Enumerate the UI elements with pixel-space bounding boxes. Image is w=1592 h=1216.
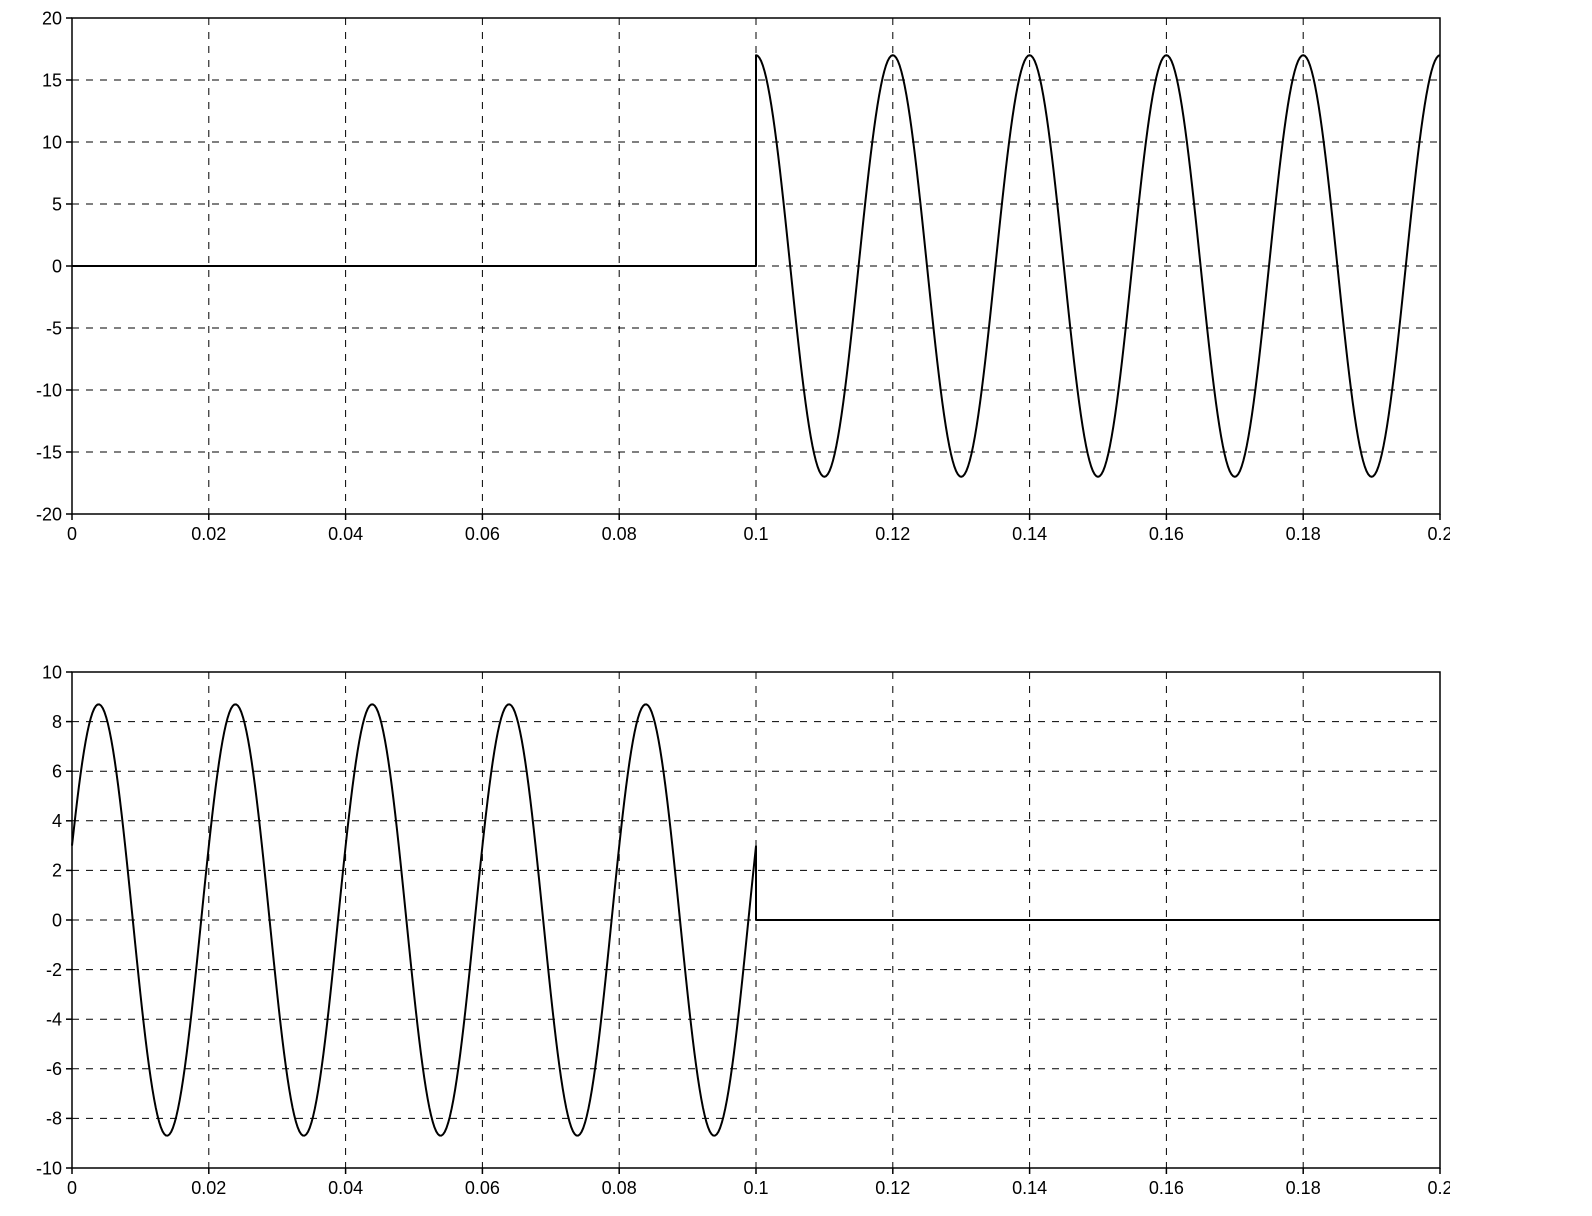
- chart-2-xtick-label: 0: [67, 1178, 77, 1198]
- chart-1-svg: 0 0.02 0.04 0.06 0.08 0.1 0.12 0.14 0.16 0.18 0.2 -…: [30, 6, 1450, 546]
- chart-2-xtick-label: 0.2: [1427, 1178, 1450, 1198]
- chart-2-xtick-label: 0.14: [1012, 1178, 1047, 1198]
- page: 00.020.040.060.080.10.120.140.160.180.2-…: [0, 0, 1592, 1216]
- chart-1-ytick-label: 0: [52, 256, 62, 276]
- chart-2-ytick-label: 4: [52, 811, 62, 831]
- chart-2-xtick-label: 0.12: [875, 1178, 910, 1198]
- chart-1-xtick-label: 0.1: [743, 524, 768, 544]
- chart-1-ytick-label: 10: [42, 132, 62, 152]
- chart-2-xtick-label: 0.18: [1286, 1178, 1321, 1198]
- chart-2-xtick-label: 0.02: [191, 1178, 226, 1198]
- chart-1-xtick-label: 0.04: [328, 524, 363, 544]
- chart-2-ytick-label: -2: [46, 960, 62, 980]
- chart-1-xtick-label: 0.16: [1149, 524, 1184, 544]
- chart-2-ytick-label: 6: [52, 762, 62, 782]
- chart-2-xtick-label: 0.04: [328, 1178, 363, 1198]
- chart-1-xtick-label: 0.14: [1012, 524, 1047, 544]
- chart-2-xtick-label: 0.06: [465, 1178, 500, 1198]
- chart-1-ytick-label: -15: [36, 442, 62, 462]
- chart-1-xtick-label: 0.2: [1427, 524, 1450, 544]
- chart-1-xtick-label: 0: [67, 524, 77, 544]
- chart-2-svg: 0 0.02 0.04 0.06 0.08 0.1 0.12 0.14 0.16 0.18 0.2 -…: [30, 660, 1450, 1200]
- chart-2-ytick-label: 2: [52, 861, 62, 881]
- chart-2-ytick-label: 8: [52, 712, 62, 732]
- chart-1-xtick-label: 0.02: [191, 524, 226, 544]
- chart-1: 0 0.02 0.04 0.06 0.08 0.1 0.12 0.14 0.16 0.18 0.2 -…: [30, 6, 1450, 546]
- chart-1-ytick-label: -20: [36, 504, 62, 524]
- chart-2-xtick-label: 0.16: [1149, 1178, 1184, 1198]
- chart-2-ytick-label: 0: [52, 910, 62, 930]
- chart-2-xtick-label: 0.08: [602, 1178, 637, 1198]
- chart-2-ytick-label: -4: [46, 1010, 62, 1030]
- chart-1-ytick-label: 20: [42, 8, 62, 28]
- chart-2-xtick-label: 0.1: [743, 1178, 768, 1198]
- chart-1-xtick-label: 0.06: [465, 524, 500, 544]
- chart-1-ytick-label: 5: [52, 194, 62, 214]
- chart-2: 0 0.02 0.04 0.06 0.08 0.1 0.12 0.14 0.16 0.18 0.2 -…: [30, 660, 1450, 1200]
- chart-2-ytick-label: 10: [42, 662, 62, 682]
- chart-2-ytick-label: -6: [46, 1059, 62, 1079]
- chart-2-ytick-label: -8: [46, 1109, 62, 1129]
- chart-1-ytick-label: -5: [46, 318, 62, 338]
- chart-1-xtick-label: 0.12: [875, 524, 910, 544]
- chart-1-ytick-label: 15: [42, 70, 62, 90]
- chart-1-xtick-label: 0.08: [602, 524, 637, 544]
- chart-2-ytick-label: -10: [36, 1158, 62, 1178]
- chart-1-xtick-label: 0.18: [1286, 524, 1321, 544]
- chart-1-ytick-label: -10: [36, 380, 62, 400]
